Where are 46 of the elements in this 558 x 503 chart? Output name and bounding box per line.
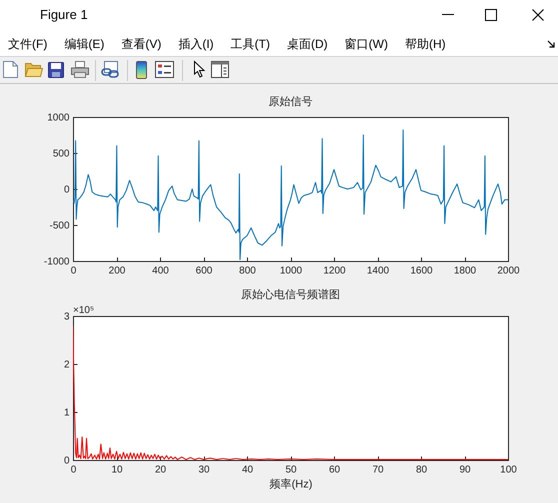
- text: 工具(T): [230, 36, 270, 53]
- x-tick-label: 20: [154, 464, 166, 476]
- x-tick-label: 50: [285, 464, 297, 476]
- x-tick-label: 0: [70, 266, 77, 276]
- y-tick-label: 1: [64, 408, 70, 418]
- x-tick-label: 10: [111, 464, 123, 476]
- x-axis-title: 频率(Hz): [270, 478, 312, 490]
- chart-title: 原始心电信号频谱图: [241, 288, 340, 301]
- y-tick-label: 3: [64, 312, 70, 322]
- x-tick-label: 40: [242, 464, 254, 476]
- x-tick-label: 1600: [410, 266, 434, 276]
- text: ×10⁵: [73, 305, 94, 316]
- line-series: [73, 325, 508, 460]
- text: 文件(F): [8, 36, 48, 53]
- x-tick-label: 80: [416, 464, 428, 476]
- y-tick-label: 1000: [47, 112, 70, 124]
- text: 桌面(D): [286, 36, 328, 53]
- y-tick-label: 500: [52, 148, 70, 160]
- x-tick-label: 400: [152, 266, 170, 276]
- x-tick-label: 1000: [280, 266, 303, 276]
- text: 帮助(H): [404, 36, 446, 53]
- x-tick-label: 200: [108, 266, 126, 276]
- x-tick-label: 600: [196, 266, 213, 276]
- y-tick-label: 0: [64, 184, 70, 196]
- chart-title: 原始信号: [268, 96, 312, 108]
- y-tick-label: 2: [64, 360, 70, 370]
- x-tick-label: 60: [328, 464, 340, 476]
- x-tick-label: 800: [239, 266, 256, 276]
- x-tick-label: 70: [372, 464, 384, 476]
- text: 编辑(E): [64, 36, 104, 53]
- text: Figure 1: [40, 7, 88, 22]
- text: 插入(I): [178, 36, 214, 53]
- y-tick-label: -500: [49, 220, 70, 232]
- x-tick-label: 100: [500, 464, 518, 476]
- x-tick-label: 90: [459, 464, 471, 476]
- x-tick-label: 0: [70, 464, 77, 476]
- text: 窗口(W): [344, 36, 388, 53]
- x-tick-label: 30: [198, 464, 210, 476]
- x-tick-label: 1800: [454, 266, 477, 276]
- text: 查看(V): [121, 36, 162, 53]
- y-tick-label: -1000: [44, 256, 70, 268]
- y-tick-label: 0: [64, 456, 70, 466]
- line-series: [73, 129, 508, 260]
- x-tick-label: 2000: [497, 266, 520, 276]
- x-tick-label: 1400: [366, 266, 390, 276]
- x-tick-label: 1200: [323, 266, 346, 276]
